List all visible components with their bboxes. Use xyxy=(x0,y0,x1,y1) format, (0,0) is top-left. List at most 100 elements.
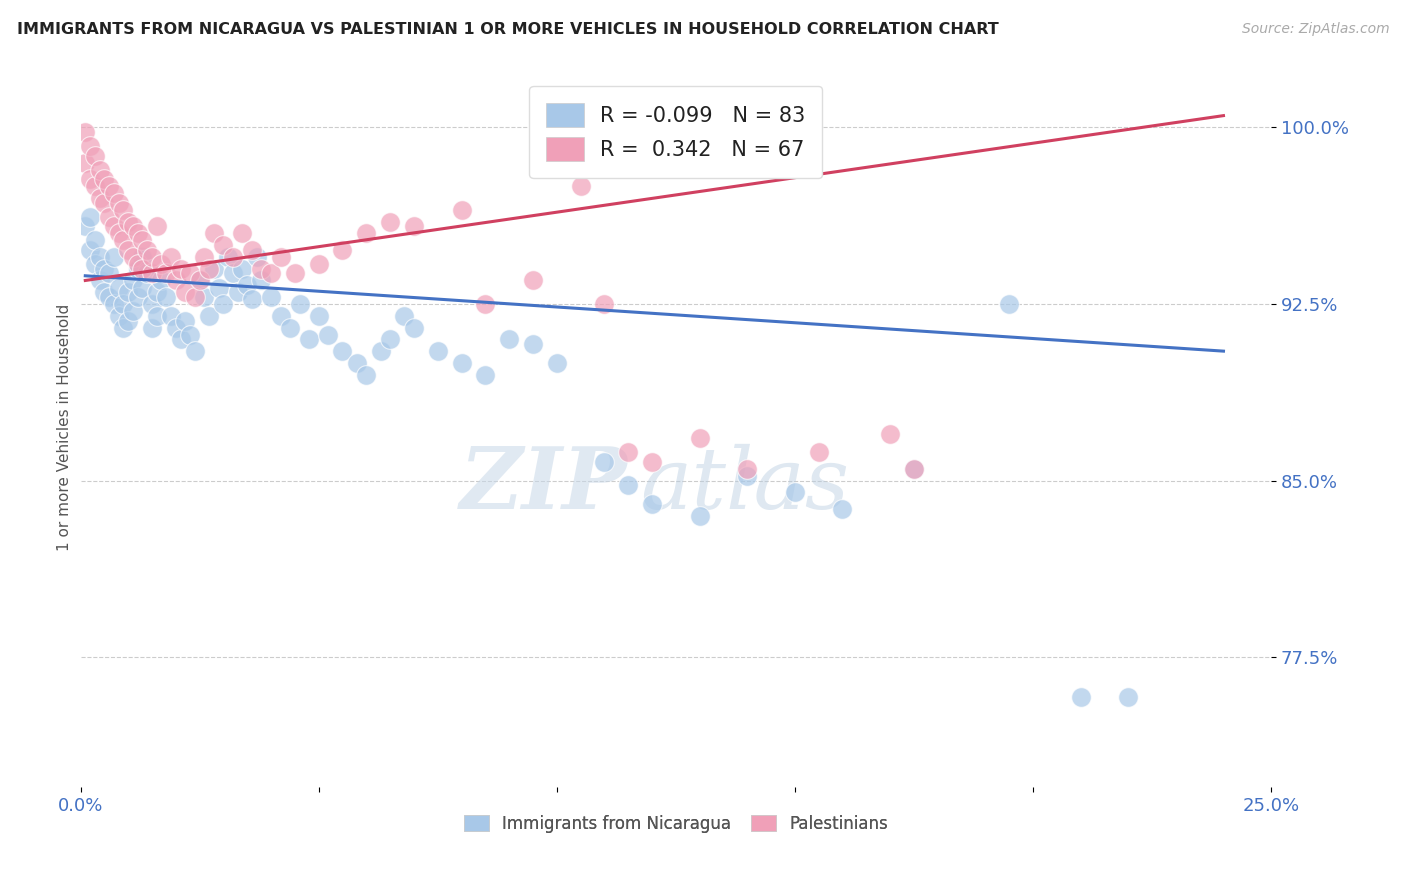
Point xyxy=(93,261,115,276)
Point xyxy=(174,285,197,300)
Point xyxy=(107,309,129,323)
Point xyxy=(226,285,249,300)
Point xyxy=(236,278,259,293)
Point xyxy=(141,297,163,311)
Point xyxy=(127,290,149,304)
Point xyxy=(165,273,187,287)
Point xyxy=(370,344,392,359)
Point xyxy=(184,290,207,304)
Point xyxy=(212,297,235,311)
Point xyxy=(107,195,129,210)
Text: IMMIGRANTS FROM NICARAGUA VS PALESTINIAN 1 OR MORE VEHICLES IN HOUSEHOLD CORRELA: IMMIGRANTS FROM NICARAGUA VS PALESTINIAN… xyxy=(17,22,998,37)
Point xyxy=(735,462,758,476)
Point xyxy=(75,155,97,169)
Point xyxy=(346,356,368,370)
Point xyxy=(122,250,145,264)
Point xyxy=(145,309,167,323)
Point xyxy=(112,297,135,311)
Point xyxy=(426,344,449,359)
Point xyxy=(354,227,377,241)
Point xyxy=(522,273,544,287)
Point xyxy=(93,195,115,210)
Point xyxy=(378,332,401,346)
Point xyxy=(735,469,758,483)
Point xyxy=(308,309,330,323)
Point xyxy=(169,261,191,276)
Point xyxy=(617,445,640,459)
Point xyxy=(689,508,711,523)
Point xyxy=(131,280,153,294)
Point xyxy=(141,250,163,264)
Point xyxy=(112,320,135,334)
Point xyxy=(593,297,616,311)
Point xyxy=(308,257,330,271)
Point xyxy=(903,462,925,476)
Point xyxy=(150,273,173,287)
Point xyxy=(498,332,520,346)
Point xyxy=(202,261,225,276)
Point xyxy=(145,219,167,234)
Point xyxy=(160,309,183,323)
Point xyxy=(250,273,273,287)
Point xyxy=(75,125,97,139)
Point xyxy=(179,327,201,342)
Point xyxy=(122,273,145,287)
Point xyxy=(141,267,163,281)
Point xyxy=(127,227,149,241)
Point xyxy=(83,234,105,248)
Point xyxy=(617,478,640,492)
Point xyxy=(641,497,664,511)
Point xyxy=(83,179,105,194)
Point xyxy=(689,431,711,445)
Point xyxy=(332,243,354,257)
Point xyxy=(474,297,496,311)
Point xyxy=(260,267,283,281)
Point xyxy=(103,186,125,201)
Point xyxy=(93,172,115,186)
Point xyxy=(179,267,201,281)
Point xyxy=(1116,690,1139,705)
Point xyxy=(127,257,149,271)
Point xyxy=(103,219,125,234)
Point xyxy=(522,337,544,351)
Text: ZIP: ZIP xyxy=(460,443,628,527)
Point xyxy=(145,285,167,300)
Point xyxy=(75,219,97,234)
Point xyxy=(117,214,139,228)
Point xyxy=(332,344,354,359)
Point xyxy=(378,214,401,228)
Text: atlas: atlas xyxy=(640,444,849,526)
Point xyxy=(98,179,121,194)
Point xyxy=(89,162,111,177)
Point xyxy=(450,356,472,370)
Point xyxy=(98,210,121,224)
Point xyxy=(117,313,139,327)
Point xyxy=(278,320,301,334)
Point xyxy=(117,243,139,257)
Point xyxy=(112,202,135,217)
Point xyxy=(593,455,616,469)
Point xyxy=(136,243,159,257)
Point xyxy=(193,290,215,304)
Point xyxy=(107,227,129,241)
Point xyxy=(246,250,269,264)
Point xyxy=(188,273,211,287)
Point xyxy=(260,290,283,304)
Point xyxy=(783,485,806,500)
Point xyxy=(641,455,664,469)
Point xyxy=(98,290,121,304)
Point xyxy=(122,219,145,234)
Point xyxy=(316,327,339,342)
Point xyxy=(79,172,101,186)
Point xyxy=(270,250,292,264)
Point xyxy=(222,250,245,264)
Point xyxy=(127,261,149,276)
Point xyxy=(79,243,101,257)
Point xyxy=(169,332,191,346)
Point xyxy=(89,273,111,287)
Point xyxy=(107,280,129,294)
Point xyxy=(198,309,221,323)
Point xyxy=(83,149,105,163)
Point xyxy=(250,261,273,276)
Point xyxy=(198,261,221,276)
